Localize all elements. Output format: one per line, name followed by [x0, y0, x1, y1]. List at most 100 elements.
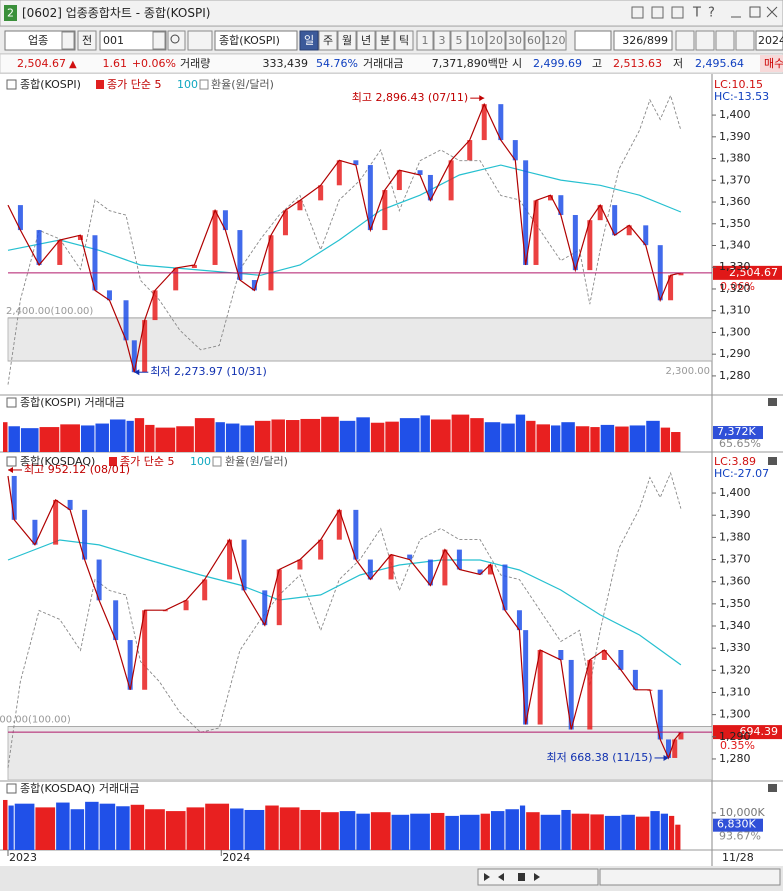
tool-button[interactable] [735, 30, 755, 51]
volume-bar [85, 801, 99, 850]
panel-close[interactable] [768, 457, 777, 465]
close[interactable] [766, 6, 778, 18]
buy-button[interactable] [760, 55, 783, 72]
amount-value: 7,371,890백만 [432, 57, 508, 70]
volume-bar [70, 809, 85, 850]
volume-bar [550, 425, 561, 452]
interval-button-text[interactable]: 3 [439, 34, 446, 47]
maximize[interactable] [749, 6, 761, 18]
legend-box[interactable] [212, 456, 222, 467]
ma-label: 종가 단순 5 [107, 78, 161, 91]
year-text[interactable]: 2024 [758, 34, 783, 47]
window-icon-text[interactable]: T [692, 6, 701, 21]
period-button-text[interactable]: 주 [323, 34, 333, 47]
period-button-text[interactable]: 틱 [399, 34, 409, 47]
interval-select[interactable] [574, 30, 612, 51]
tool-button[interactable] [695, 30, 715, 51]
interval-button-text[interactable]: 5 [456, 34, 463, 47]
window-icon[interactable] [651, 6, 664, 19]
legend-box[interactable] [6, 783, 17, 794]
interval-button-text[interactable]: 30 [508, 34, 522, 47]
all-button[interactable] [77, 30, 97, 51]
annotation-arrowhead [663, 754, 669, 761]
annotation-label: 최저 2,273.97 (10/31) [150, 365, 267, 378]
interval-button[interactable] [450, 30, 468, 51]
zoom-controls[interactable] [599, 868, 781, 886]
interval-button[interactable] [543, 30, 567, 51]
price-body [587, 659, 593, 730]
quote-rate: +0.06% [132, 57, 176, 70]
interval-button[interactable] [486, 30, 506, 51]
ma-label: 종가 단순 5 [120, 455, 174, 468]
price-body [142, 610, 148, 690]
interval-button[interactable] [505, 30, 525, 51]
price-body [131, 340, 137, 373]
volume-bar [660, 427, 671, 452]
interval-button[interactable] [524, 30, 544, 51]
reference-band [7, 317, 712, 362]
market-select[interactable] [4, 30, 76, 51]
legend-box[interactable] [6, 79, 17, 90]
price-body [516, 610, 522, 631]
dropdown[interactable] [61, 31, 75, 50]
interval-button-text[interactable]: 120 [545, 34, 566, 47]
period-button[interactable] [318, 30, 338, 51]
market-select-text[interactable]: 업종 [28, 34, 48, 47]
period-button-text[interactable]: 분 [380, 34, 390, 47]
legend-box[interactable] [6, 397, 17, 408]
code-input-text[interactable]: 001 [103, 34, 124, 47]
y2-tick-label: 1,310 [719, 304, 751, 317]
volume-label: 거래량 [180, 57, 210, 70]
legend-box[interactable] [109, 457, 117, 466]
interval-button[interactable] [433, 30, 451, 51]
volume-bar [505, 809, 519, 850]
search-button[interactable] [167, 30, 186, 51]
panel-close[interactable] [768, 784, 777, 792]
interval-button[interactable] [467, 30, 487, 51]
period-button-text[interactable]: 월 [342, 34, 352, 47]
volume-bar [225, 423, 240, 452]
volume-bar [145, 424, 155, 452]
volume-title: 종합(KOSPI) 거래대금 [20, 396, 125, 409]
dropdown[interactable] [152, 31, 166, 50]
price-body [558, 195, 564, 216]
year-box[interactable] [755, 30, 783, 51]
legend-box[interactable] [199, 79, 209, 90]
interval-button-text[interactable]: 60 [527, 34, 541, 47]
volume-bar [60, 424, 80, 452]
period-button[interactable] [394, 30, 414, 51]
tool-button[interactable] [715, 30, 735, 51]
price-body [587, 220, 593, 271]
period-button[interactable] [356, 30, 376, 51]
window-icon[interactable] [631, 6, 644, 19]
buy-text[interactable]: 매수 [764, 57, 783, 70]
period-button[interactable] [299, 30, 319, 51]
volume-bar [561, 422, 575, 452]
period-button-text[interactable]: 일 [304, 33, 314, 47]
interval-button[interactable] [416, 30, 434, 51]
window-icon[interactable] [671, 6, 684, 19]
period-button[interactable] [375, 30, 395, 51]
interval-button-text[interactable]: 10 [470, 34, 484, 47]
interval-button-text[interactable]: 20 [489, 34, 503, 47]
period-button[interactable] [337, 30, 357, 51]
code-input[interactable] [99, 30, 167, 51]
legend-box[interactable] [96, 80, 104, 89]
volume-bar [600, 424, 615, 452]
window-icon-text[interactable]: ? [708, 6, 715, 21]
sound-button[interactable] [187, 30, 213, 51]
volume-bar [35, 807, 56, 850]
period-button-text[interactable]: 년 [361, 34, 371, 47]
volume-bar [126, 420, 134, 452]
legend-box[interactable] [6, 456, 17, 467]
tool-button[interactable] [675, 30, 695, 51]
volume-bar [501, 423, 515, 452]
price-body [407, 554, 413, 560]
all-button-text[interactable]: 전 [82, 34, 92, 47]
ma100-line [7, 539, 682, 666]
volume-bar [230, 808, 244, 850]
panel-close[interactable] [768, 398, 777, 406]
volume-bar [116, 806, 130, 850]
volume-bar [109, 419, 126, 452]
interval-button-text[interactable]: 1 [422, 34, 429, 47]
